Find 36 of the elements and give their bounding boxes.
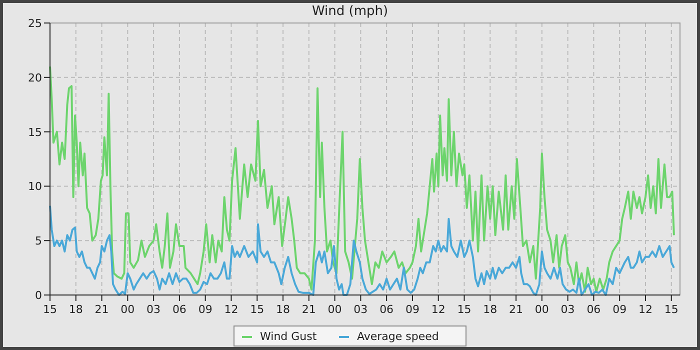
x-tick-label: 03 <box>146 303 161 316</box>
x-tick-label: 09 <box>405 303 420 316</box>
y-tick-label: 15 <box>28 126 42 139</box>
line-series <box>49 204 675 296</box>
x-tick-label: 21 <box>509 303 524 316</box>
y-tick-label: 10 <box>28 180 42 194</box>
chart-title: Wind (mph) <box>312 4 388 19</box>
x-tick-label: 09 <box>198 303 212 316</box>
x-tick-label: 00 <box>534 303 549 316</box>
y-tick-label: 0 <box>35 289 42 302</box>
y-tick-label: 20 <box>28 71 42 84</box>
y-tick-label: 25 <box>28 17 42 30</box>
line-series <box>49 66 675 293</box>
x-tick-label: 00 <box>120 303 135 316</box>
x-tick-label: 15 <box>664 303 678 316</box>
x-tick-label: 03 <box>354 303 368 316</box>
x-tick-label: 15 <box>43 303 57 316</box>
x-tick-label: 15 <box>457 303 472 316</box>
x-tick-label: 12 <box>224 303 238 316</box>
x-tick-label: 06 <box>172 303 186 316</box>
x-tick-label: 15 <box>250 303 264 316</box>
legend-label: Wind Gust <box>260 330 318 343</box>
x-tick-label: 06 <box>586 303 601 316</box>
x-tick-label: 12 <box>638 303 652 316</box>
x-tick-label: 03 <box>560 303 575 316</box>
legend-label: Average speed <box>357 330 439 343</box>
x-tick-label: 18 <box>276 303 290 316</box>
x-tick-label: 12 <box>431 303 446 316</box>
x-tick-label: 18 <box>68 303 83 316</box>
y-tick-label: 5 <box>35 234 42 248</box>
x-tick-label: 06 <box>380 303 394 316</box>
x-tick-label: 09 <box>612 303 627 316</box>
x-tick-label: 21 <box>94 303 109 316</box>
x-tick-label: 00 <box>328 303 342 316</box>
x-tick-label: 21 <box>302 303 316 316</box>
x-tick-label: 18 <box>483 303 498 316</box>
